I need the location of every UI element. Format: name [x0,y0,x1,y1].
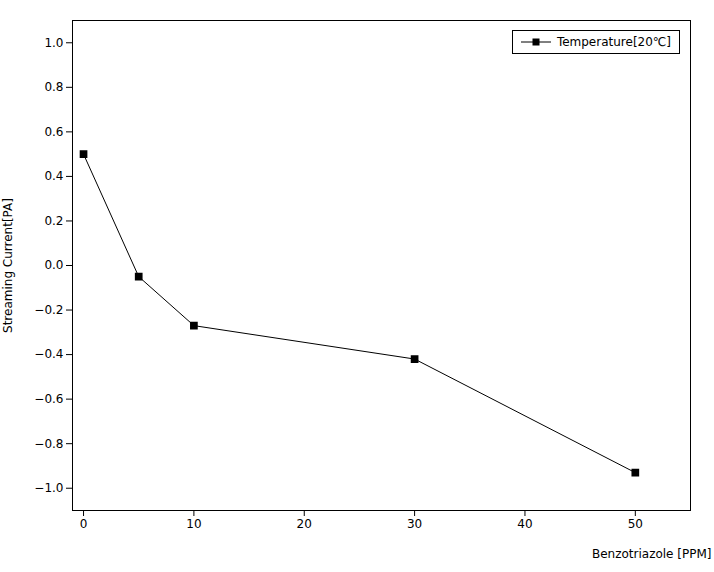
svg-text:10: 10 [186,517,201,531]
svg-text:50: 50 [628,517,643,531]
svg-text:1.0: 1.0 [44,36,63,50]
svg-text:40: 40 [517,517,532,531]
svg-text:0.6: 0.6 [44,125,63,139]
svg-text:30: 30 [407,517,422,531]
svg-text:0.4: 0.4 [44,169,63,183]
svg-text:0.0: 0.0 [44,258,63,272]
svg-text:−1.0: −1.0 [34,481,63,495]
svg-text:−0.4: −0.4 [34,347,63,361]
svg-text:−0.2: −0.2 [34,303,63,317]
svg-text:20: 20 [297,517,312,531]
svg-text:Streaming Current[PA]: Streaming Current[PA] [1,198,15,333]
svg-text:0: 0 [80,517,88,531]
html-text:Temperature[20℃]: Temperature[20℃] [556,35,671,49]
svg-text:−0.6: −0.6 [34,392,63,406]
svg-text:Benzotriazole [PPM]: Benzotriazole [PPM] [592,547,712,561]
svg-text:0.2: 0.2 [44,214,63,228]
svg-text:−0.8: −0.8 [34,437,63,451]
svg-text:0.8: 0.8 [44,80,63,94]
